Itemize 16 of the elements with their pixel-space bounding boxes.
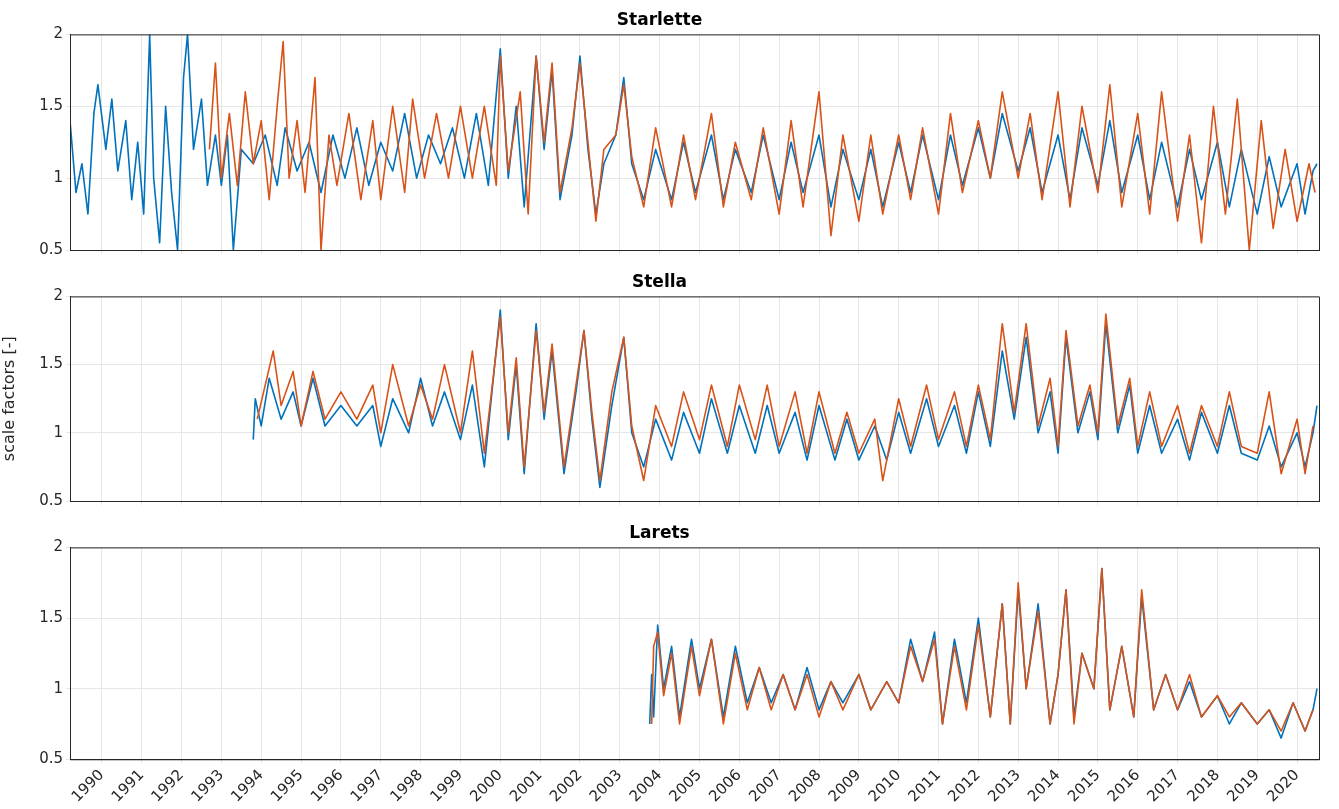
y-tick-label: 1.5 — [39, 354, 63, 373]
y-tick-label: 2 — [53, 286, 63, 305]
y-tick-label: 1 — [53, 678, 63, 697]
y-tick-label: 0.5 — [39, 749, 63, 768]
chart-title: Stella — [631, 270, 688, 291]
y-tick-label: 2 — [53, 537, 63, 556]
y-tick-label: 1 — [53, 168, 63, 187]
y-tick-label: 1.5 — [39, 607, 63, 626]
y-tick-label: 0.5 — [39, 490, 63, 509]
y-tick-label: 2 — [53, 24, 63, 43]
y-tick-label: 1 — [53, 422, 63, 441]
y-tick-label: 1.5 — [39, 96, 63, 115]
y-axis-title: scale factors [-] — [0, 336, 18, 462]
y-tick-label: 0.5 — [39, 239, 63, 258]
chart-title: Starlette — [616, 8, 703, 29]
chart-title: Larets — [629, 521, 690, 542]
